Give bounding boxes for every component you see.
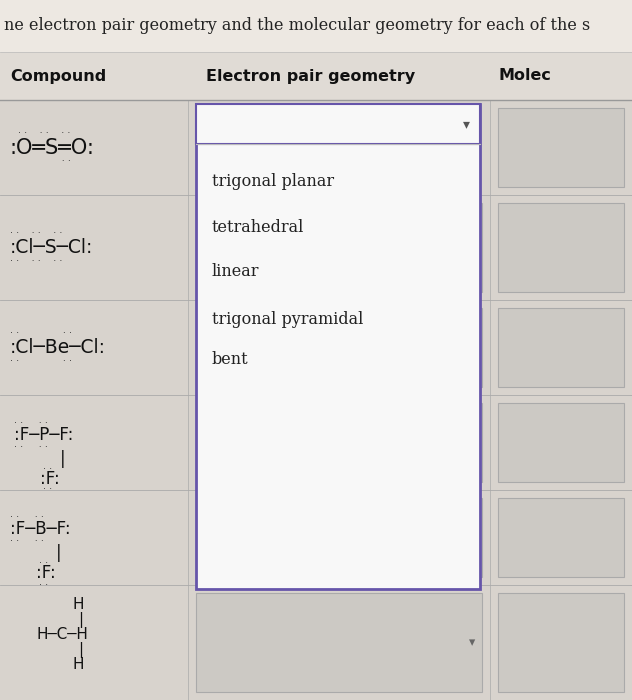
Text: · ·: · · bbox=[18, 157, 71, 167]
Text: :Cl─S─Cl:: :Cl─S─Cl: bbox=[10, 238, 94, 257]
Text: trigonal pyramidal: trigonal pyramidal bbox=[212, 311, 363, 328]
Text: · ·: · · bbox=[39, 559, 48, 568]
Text: :F─P─F:: :F─P─F: bbox=[14, 426, 73, 444]
Bar bbox=[196, 308, 482, 387]
Text: · ·     · ·: · · · · bbox=[10, 536, 44, 547]
Bar bbox=[0, 52, 632, 100]
Text: :F─B─F:: :F─B─F: bbox=[10, 521, 71, 538]
Text: Compound: Compound bbox=[10, 69, 106, 83]
Text: |: | bbox=[60, 449, 66, 468]
Text: ▾: ▾ bbox=[469, 636, 475, 649]
Text: :O═S═O:: :O═S═O: bbox=[10, 137, 95, 158]
Text: H: H bbox=[73, 597, 85, 612]
Bar bbox=[498, 403, 624, 482]
Text: H: H bbox=[73, 657, 85, 672]
Text: :F:: :F: bbox=[40, 470, 60, 487]
Bar bbox=[196, 104, 480, 589]
Bar bbox=[498, 498, 624, 577]
Bar bbox=[498, 108, 624, 187]
Bar bbox=[498, 593, 624, 692]
Text: linear: linear bbox=[212, 263, 260, 281]
Text: |: | bbox=[56, 545, 62, 563]
Text: · ·    · ·    · ·: · · · · · · bbox=[10, 228, 63, 239]
Text: bent: bent bbox=[212, 351, 248, 368]
Text: :Cl─Be─Cl:: :Cl─Be─Cl: bbox=[10, 338, 106, 357]
Bar bbox=[498, 203, 624, 292]
Text: · ·: · · bbox=[43, 463, 52, 473]
Text: · ·: · · bbox=[39, 580, 48, 589]
Text: · ·: · · bbox=[43, 484, 52, 494]
Text: |: | bbox=[78, 612, 83, 629]
Text: · ·              · ·: · · · · bbox=[10, 328, 72, 339]
Text: · ·     · ·: · · · · bbox=[10, 512, 44, 522]
Text: trigonal planar: trigonal planar bbox=[212, 174, 334, 190]
Bar bbox=[0, 100, 632, 700]
Text: ▾: ▾ bbox=[469, 531, 475, 544]
Text: H─C─H: H─C─H bbox=[36, 627, 88, 642]
Bar bbox=[196, 498, 482, 577]
Bar bbox=[0, 0, 632, 52]
Text: :F:: :F: bbox=[36, 564, 56, 582]
Text: ▾: ▾ bbox=[469, 436, 475, 449]
Text: · ·     · ·: · · · · bbox=[14, 417, 48, 428]
Text: tetrahedral: tetrahedral bbox=[212, 218, 305, 235]
Text: · ·     · ·: · · · · bbox=[14, 442, 48, 452]
Text: ne electron pair geometry and the molecular geometry for each of the s: ne electron pair geometry and the molecu… bbox=[4, 18, 590, 34]
Bar bbox=[196, 403, 482, 482]
Bar bbox=[196, 104, 480, 144]
Text: · ·    · ·    · ·: · · · · · · bbox=[18, 129, 70, 139]
Text: · ·              · ·: · · · · bbox=[10, 356, 72, 367]
Text: Molec: Molec bbox=[498, 69, 551, 83]
Text: ▾: ▾ bbox=[469, 241, 475, 254]
Text: · ·    · ·    · ·: · · · · · · bbox=[10, 256, 63, 267]
Bar bbox=[498, 308, 624, 387]
Text: Electron pair geometry: Electron pair geometry bbox=[206, 69, 415, 83]
Bar bbox=[196, 203, 482, 292]
Text: ▾: ▾ bbox=[463, 117, 470, 131]
Text: |: | bbox=[78, 643, 83, 659]
Bar bbox=[196, 593, 482, 692]
